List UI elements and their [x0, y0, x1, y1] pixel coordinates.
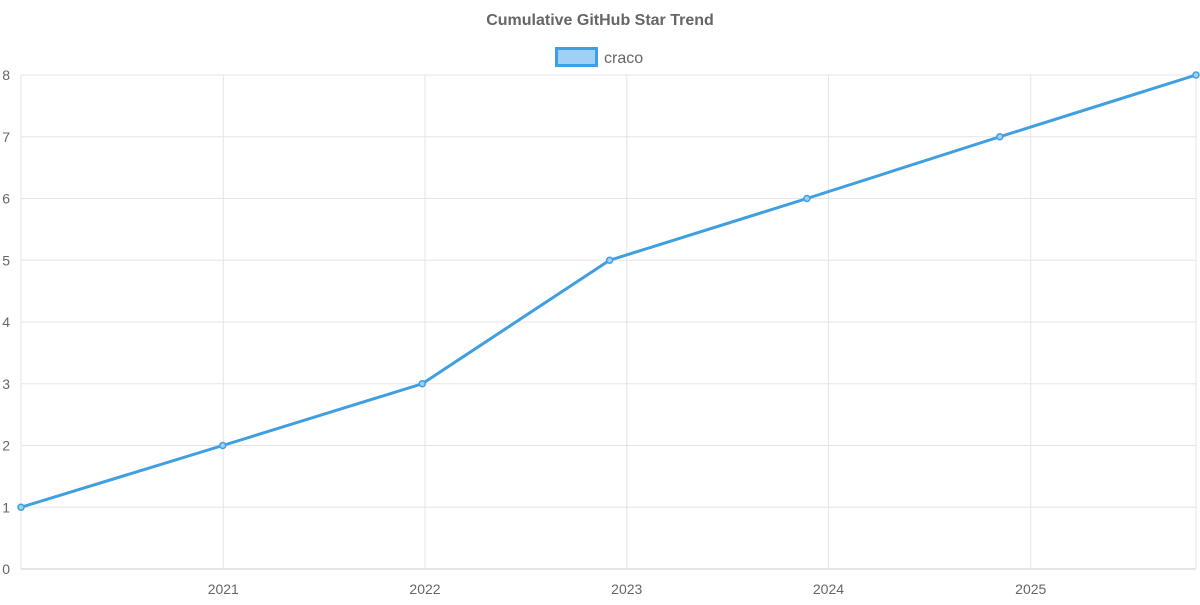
series-layer	[17, 71, 1200, 511]
data-point[interactable]	[17, 503, 25, 511]
x-tick-label: 2023	[611, 581, 642, 597]
y-tick-label: 7	[2, 129, 10, 145]
y-tick-label: 8	[2, 67, 10, 83]
data-point[interactable]	[803, 194, 811, 203]
x-tick-label: 2025	[1015, 581, 1046, 597]
y-tick-label: 2	[2, 438, 10, 454]
y-tick-label: 0	[2, 561, 10, 577]
x-tick-label: 2022	[409, 581, 440, 597]
y-tick-label: 5	[2, 252, 10, 268]
data-point[interactable]	[996, 133, 1004, 141]
x-tick-label: 2021	[208, 581, 239, 597]
x-tick-label: 2024	[813, 581, 844, 597]
legend-label: craco	[604, 50, 643, 67]
y-tick-label: 1	[2, 499, 10, 515]
legend[interactable]: craco	[555, 47, 644, 68]
legend-swatch	[555, 47, 598, 67]
y-tick-label: 3	[2, 376, 10, 392]
chart-title: Cumulative GitHub Star Trend	[486, 12, 714, 29]
y-tick-label: 4	[2, 314, 10, 330]
data-point[interactable]	[605, 256, 614, 264]
y-tick-label: 6	[2, 191, 10, 207]
grid-layer	[20, 74, 1197, 570]
data-point[interactable]	[218, 441, 227, 450]
axis-layer: 0 1 2 3 4 5 6 7 8 2021 2022 2023 2024 2025	[2, 67, 1046, 597]
label-layer: Cumulative GitHub Star Trend craco	[486, 12, 714, 67]
series-line	[19, 73, 1198, 509]
data-point[interactable]	[1192, 71, 1200, 79]
data-point[interactable]	[418, 380, 426, 388]
